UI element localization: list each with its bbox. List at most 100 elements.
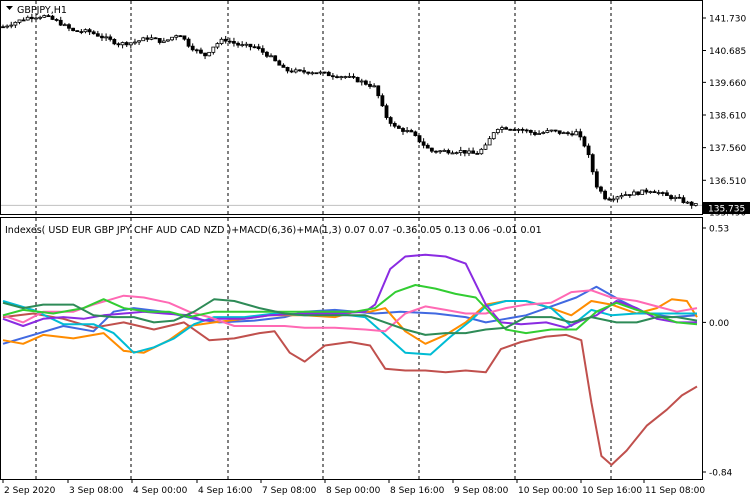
candle	[273, 55, 278, 62]
series-line-gbp	[2, 312, 698, 466]
candle	[38, 15, 43, 21]
candle	[87, 28, 92, 35]
candle	[236, 41, 240, 48]
candle	[689, 200, 694, 209]
dropdown-arrow-icon[interactable]	[6, 6, 13, 10]
time-tick-label: 7 Sep 08:00	[262, 486, 317, 496]
candle	[450, 150, 455, 155]
candle	[166, 39, 170, 43]
candle	[34, 16, 38, 23]
candle	[306, 71, 311, 76]
candle	[590, 153, 595, 175]
time-axis: 2 Sep 2020 3 Sep 08:00 4 Sep 00:00 4 Sep 16…	[2, 479, 705, 496]
candle	[133, 38, 137, 45]
candle	[9, 21, 14, 29]
candle	[359, 78, 364, 86]
price-tick-label: 140.685	[709, 47, 746, 57]
candle	[475, 151, 480, 155]
candle	[545, 128, 550, 134]
series-line-cad	[2, 284, 698, 335]
candle	[611, 195, 616, 203]
candle	[326, 70, 331, 77]
candle	[520, 127, 525, 134]
candle	[100, 33, 104, 41]
candle	[677, 193, 682, 199]
candle	[483, 142, 488, 150]
candle	[417, 135, 422, 144]
candle	[429, 147, 434, 154]
time-tick-label: 11 Sep 08:00	[645, 486, 705, 496]
candle	[17, 19, 22, 25]
candle	[603, 189, 607, 201]
candle	[553, 129, 558, 133]
candle	[50, 14, 55, 21]
candle	[673, 195, 678, 202]
candle	[58, 16, 63, 26]
candle	[137, 40, 141, 45]
candle	[13, 21, 18, 29]
candle	[623, 191, 628, 196]
candle	[479, 147, 484, 155]
indicator-tick-label: 0.00	[709, 319, 729, 329]
candle	[644, 187, 649, 195]
candle	[578, 128, 583, 141]
candle	[392, 121, 397, 129]
candle	[384, 103, 389, 120]
current-price-label: 135.735	[708, 205, 745, 215]
candle	[512, 128, 517, 131]
candle	[632, 189, 636, 196]
candle	[104, 33, 108, 41]
candle	[215, 42, 220, 50]
candle	[335, 74, 339, 79]
candle	[310, 71, 315, 76]
candle	[615, 195, 620, 203]
candle	[446, 148, 451, 155]
time-tick-label: 8 Sep 00:00	[326, 486, 381, 496]
series-line-nzd	[2, 298, 698, 336]
candle	[660, 191, 665, 197]
candle	[343, 75, 348, 79]
candle	[380, 93, 385, 107]
candle	[120, 41, 125, 49]
candle	[186, 37, 191, 48]
candle	[265, 50, 269, 59]
candle	[54, 18, 59, 22]
candle	[269, 53, 273, 58]
candle	[112, 38, 117, 46]
candle	[289, 68, 294, 74]
candle	[67, 23, 71, 32]
candle	[574, 128, 579, 136]
candle	[25, 15, 30, 21]
candle	[207, 51, 212, 57]
candle	[240, 41, 245, 48]
candle	[363, 79, 368, 86]
candle	[116, 42, 121, 48]
candle	[561, 131, 566, 135]
candle	[339, 75, 344, 81]
candle	[656, 189, 661, 196]
candle	[528, 129, 533, 136]
candle	[640, 189, 645, 195]
candle	[566, 130, 570, 136]
candle	[62, 22, 67, 27]
candle	[541, 130, 546, 135]
candle	[260, 45, 265, 55]
candle	[438, 150, 443, 154]
candle	[355, 76, 360, 83]
candle	[178, 35, 183, 38]
candle	[293, 67, 298, 74]
price-tick-label: 141.730	[709, 15, 746, 25]
indicator-series	[2, 253, 698, 466]
candle	[124, 41, 129, 48]
candle	[153, 37, 158, 40]
price-tick-label: 136.510	[709, 177, 746, 187]
candle	[582, 135, 587, 148]
candle	[491, 132, 496, 140]
candle	[458, 146, 463, 156]
time-tick-label: 10 Sep 16:00	[582, 486, 642, 496]
candle	[170, 36, 174, 42]
candle	[454, 151, 459, 155]
candle	[71, 27, 76, 32]
candle	[21, 17, 26, 22]
